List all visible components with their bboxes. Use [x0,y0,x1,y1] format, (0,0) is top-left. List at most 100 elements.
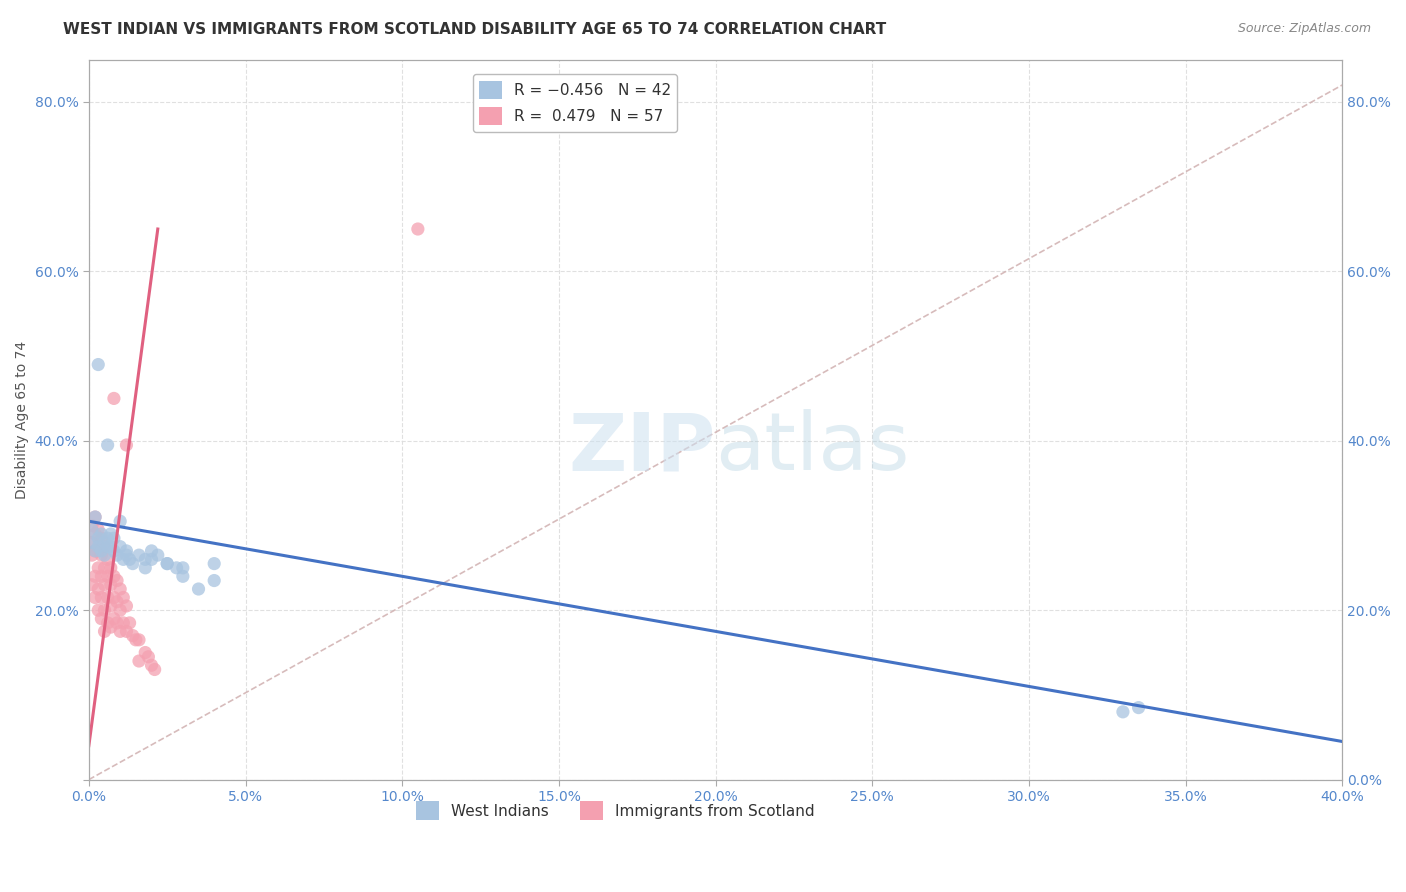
Point [172,569,194,583]
Point [146,548,169,562]
Point [156,557,179,571]
Point [87,531,110,545]
Point [115,544,138,558]
Y-axis label: Disability Age 65 to 74: Disability Age 65 to 74 [15,341,30,499]
Point [141,552,163,566]
Point [103,591,125,605]
Point [84,591,107,605]
Point [84,510,107,524]
Point [115,548,138,562]
Point [156,557,179,571]
Point [172,561,194,575]
Point [115,438,138,452]
Point [87,358,110,372]
Point [1128,700,1150,714]
Point [103,612,125,626]
Point [105,595,128,609]
Point [90,531,112,545]
Point [134,561,156,575]
Point [128,548,150,562]
Point [141,658,163,673]
Point [97,531,120,545]
Point [115,624,138,639]
Point [138,649,160,664]
Point [100,578,122,592]
Point [93,561,115,575]
Point [80,535,103,549]
Point [93,578,115,592]
Point [84,569,107,583]
Point [87,561,110,575]
Point [1112,705,1135,719]
Point [87,523,110,537]
Point [105,548,128,562]
Point [80,548,103,562]
Point [141,544,163,558]
Point [90,612,112,626]
Point [93,540,115,554]
Point [108,582,131,596]
Point [97,540,120,554]
Point [100,540,122,554]
Point [187,582,209,596]
Point [103,544,125,558]
Point [93,624,115,639]
Point [406,222,429,236]
Point [80,518,103,533]
Point [134,646,156,660]
Point [90,591,112,605]
Point [87,603,110,617]
Point [108,540,131,554]
Point [93,603,115,617]
Point [90,527,112,541]
Point [84,544,107,558]
Point [108,624,131,639]
Point [93,548,115,562]
Point [202,557,225,571]
Point [84,510,107,524]
Point [80,578,103,592]
Point [80,535,103,549]
Point [97,569,120,583]
Point [202,574,225,588]
Point [97,438,120,452]
Point [105,574,128,588]
Point [103,569,125,583]
Point [87,544,110,558]
Point [97,552,120,566]
Point [128,632,150,647]
Point [80,523,103,537]
Point [87,540,110,554]
Point [134,552,156,566]
Point [108,514,131,528]
Point [84,544,107,558]
Point [118,615,141,630]
Point [100,599,122,613]
Point [112,591,135,605]
Point [87,582,110,596]
Point [84,527,107,541]
Point [97,591,120,605]
Text: Source: ZipAtlas.com: Source: ZipAtlas.com [1237,22,1371,36]
Point [97,615,120,630]
Point [166,561,188,575]
Legend: West Indians, Immigrants from Scotland: West Indians, Immigrants from Scotland [411,795,821,826]
Point [121,557,143,571]
Text: ZIP: ZIP [568,409,716,487]
Point [90,544,112,558]
Point [100,527,122,541]
Point [93,535,115,549]
Text: WEST INDIAN VS IMMIGRANTS FROM SCOTLAND DISABILITY AGE 65 TO 74 CORRELATION CHAR: WEST INDIAN VS IMMIGRANTS FROM SCOTLAND … [63,22,887,37]
Point [90,548,112,562]
Point [100,561,122,575]
Text: atlas: atlas [716,409,910,487]
Point [112,552,135,566]
Point [121,629,143,643]
Point [103,531,125,545]
Point [125,632,148,647]
Point [90,569,112,583]
Point [115,599,138,613]
Point [108,603,131,617]
Point [103,392,125,406]
Point [112,615,135,630]
